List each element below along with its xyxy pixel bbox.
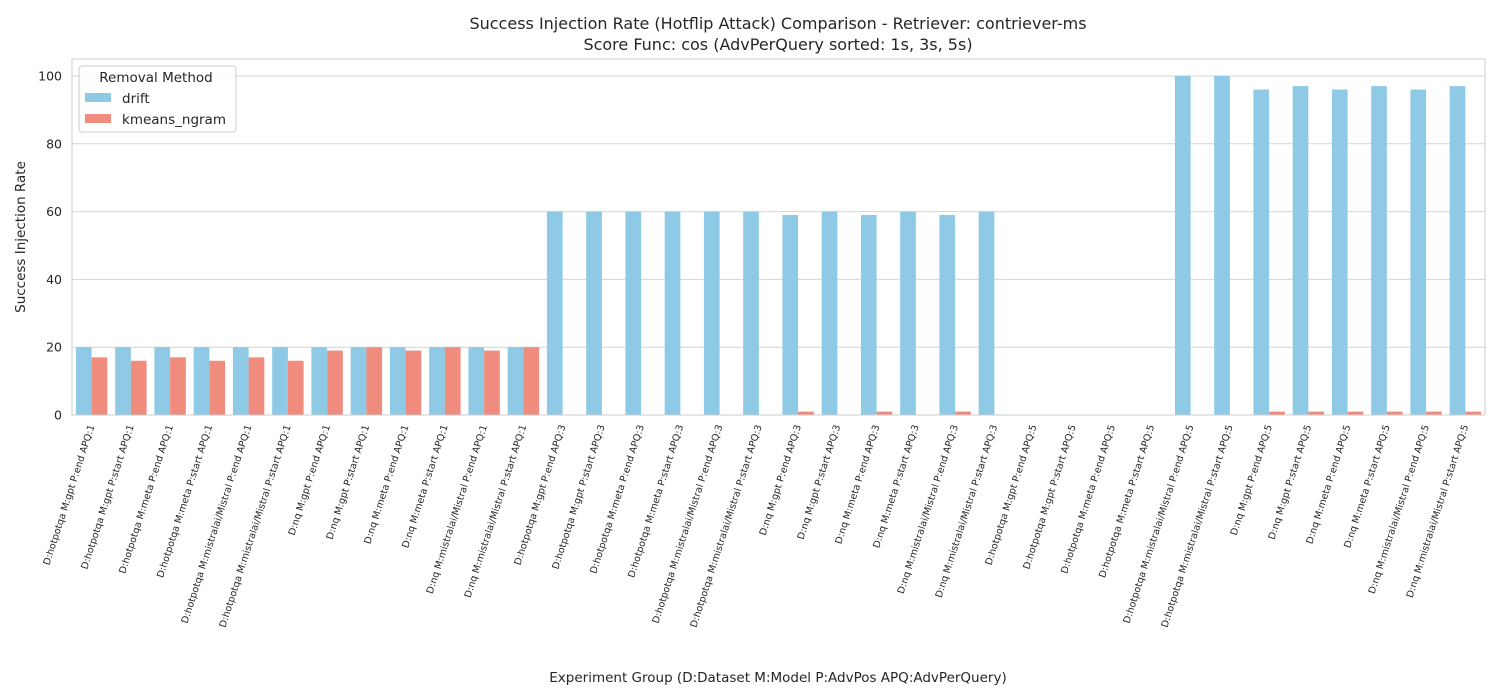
x-tick-label: D:hotpotqa M:mistralai/Mistral P:end APQ…: [651, 424, 726, 625]
bar-drift: [860, 214, 877, 415]
bar-drift: [939, 214, 956, 415]
bar-drift: [821, 211, 838, 415]
bar-kmeans-ngram: [209, 360, 226, 415]
plot-frame: [71, 58, 1486, 416]
legend-swatch-kmeans-ngram: [85, 114, 111, 123]
bar-drift: [232, 347, 249, 415]
bar-kmeans-ngram: [405, 350, 422, 415]
bars: [75, 75, 1482, 416]
bar-kmeans-ngram: [444, 347, 461, 415]
y-axis-label: Success Injection Rate: [13, 161, 29, 313]
bar-drift: [193, 347, 210, 415]
bar-drift: [782, 214, 799, 415]
bar-kmeans-ngram: [327, 350, 343, 415]
bar-kmeans-ngram: [130, 360, 147, 415]
x-tick-label: D:nq M:gpt P:end APQ:5: [1229, 424, 1275, 537]
x-tick-label: D:nq M:gpt P:end APQ:3: [758, 424, 804, 537]
bar-drift: [546, 211, 563, 415]
x-tick-label: D:hotpotqa M:mistralai/Mistral P:end APQ…: [1122, 424, 1197, 625]
y-tick-label: 100: [38, 68, 62, 83]
bar-drift: [1174, 75, 1191, 415]
legend-label-kmeans-ngram: kmeans_ngram: [122, 112, 226, 128]
legend-swatch-drift: [85, 93, 111, 102]
y-tick-label: 80: [46, 136, 62, 151]
bar-drift: [1292, 86, 1309, 416]
x-tick-label: D:nq M:gpt P:start APQ:3: [796, 424, 844, 542]
bar-drift: [507, 347, 524, 415]
x-tick-label: D:hotpotqa M:mistralai/Mistral P:end APQ…: [180, 424, 255, 625]
bar-kmeans-ngram: [523, 347, 540, 415]
bar-kmeans-ngram: [366, 347, 383, 415]
bar-kmeans-ngram: [1347, 411, 1364, 415]
bar-drift: [154, 347, 171, 415]
bar-drift: [1331, 89, 1348, 415]
chart-title-line-1: Success Injection Rate (Hotflip Attack) …: [469, 14, 1086, 33]
bar-kmeans-ngram: [287, 360, 304, 415]
legend: Removal Method drift kmeans_ngram: [78, 65, 237, 133]
bar-drift: [586, 211, 602, 415]
x-axis-label: Experiment Group (D:Dataset M:Model P:Ad…: [549, 670, 1006, 686]
bar-drift: [625, 211, 642, 415]
bar-drift: [75, 347, 92, 415]
y-tick-label: 20: [46, 340, 62, 355]
legend-box: [78, 65, 237, 133]
x-tick-label: D:nq M:meta P:start APQ:1: [400, 424, 450, 550]
bar-drift: [664, 211, 681, 415]
x-tick-label: D:hotpotqa M:mistralai/Mistral P:start A…: [1160, 424, 1236, 630]
bar-kmeans-ngram: [248, 357, 265, 415]
x-tick-label: D:nq M:gpt P:start APQ:1: [325, 424, 373, 542]
x-tick-label: D:nq M:meta P:start APQ:3: [871, 424, 921, 550]
bar-drift: [900, 211, 916, 415]
bar-kmeans-ngram: [1465, 411, 1482, 415]
bar-drift: [115, 347, 131, 415]
y-tick-label: 60: [46, 204, 62, 219]
bar-drift: [978, 211, 995, 415]
bar-kmeans-ngram: [1386, 411, 1403, 415]
chart-title-line-2: Score Func: cos (AdvPerQuery sorted: 1s,…: [583, 35, 972, 54]
x-tick-label: D:hotpotqa M:mistralai/Mistral P:start A…: [218, 424, 294, 630]
x-tick-label: D:nq M:meta P:start APQ:5: [1342, 424, 1392, 550]
bar-kmeans-ngram: [170, 357, 186, 415]
x-tick-label: D:nq M:gpt P:end APQ:1: [287, 424, 333, 537]
bar-kmeans-ngram: [484, 350, 500, 415]
bar-drift: [389, 347, 406, 415]
x-ticks: D:hotpotqa M:gpt P:end APQ:1D:hotpotqa M…: [42, 424, 1472, 630]
bar-drift: [1449, 86, 1466, 416]
bar-kmeans-ngram: [876, 411, 893, 415]
bar-kmeans-ngram: [1269, 411, 1285, 415]
bar-drift: [703, 211, 720, 415]
bar-drift: [1214, 75, 1230, 415]
bar-kmeans-ngram: [955, 411, 971, 415]
bar-kmeans-ngram: [798, 411, 814, 415]
y-ticks: 0 20 40 60 80 100: [38, 68, 62, 422]
bar-kmeans-ngram: [91, 357, 108, 415]
bar-drift: [311, 347, 328, 415]
bar-drift: [350, 347, 367, 415]
x-tick-label: D:nq M:gpt P:start APQ:5: [1267, 424, 1315, 542]
x-tick-label: D:nq M:meta P:end APQ:5: [1304, 424, 1353, 546]
bar-drift: [1371, 86, 1387, 416]
bar-drift: [468, 347, 485, 415]
bar-drift: [743, 211, 759, 415]
legend-label-drift: drift: [122, 91, 150, 107]
bar-drift: [429, 347, 445, 415]
bar-kmeans-ngram: [1308, 411, 1325, 415]
legend-title: Removal Method: [99, 70, 212, 86]
bar-drift: [272, 347, 288, 415]
bar-kmeans-ngram: [1426, 411, 1442, 415]
x-tick-label: D:nq M:meta P:end APQ:1: [362, 424, 411, 546]
bar-drift: [1410, 89, 1427, 415]
x-tick-label: D:hotpotqa M:mistralai/Mistral P:start A…: [689, 424, 765, 630]
bar-drift: [1253, 89, 1270, 415]
y-tick-label: 40: [46, 272, 62, 287]
x-tick-label: D:nq M:meta P:end APQ:3: [833, 424, 882, 546]
y-tick-label: 0: [54, 408, 62, 423]
